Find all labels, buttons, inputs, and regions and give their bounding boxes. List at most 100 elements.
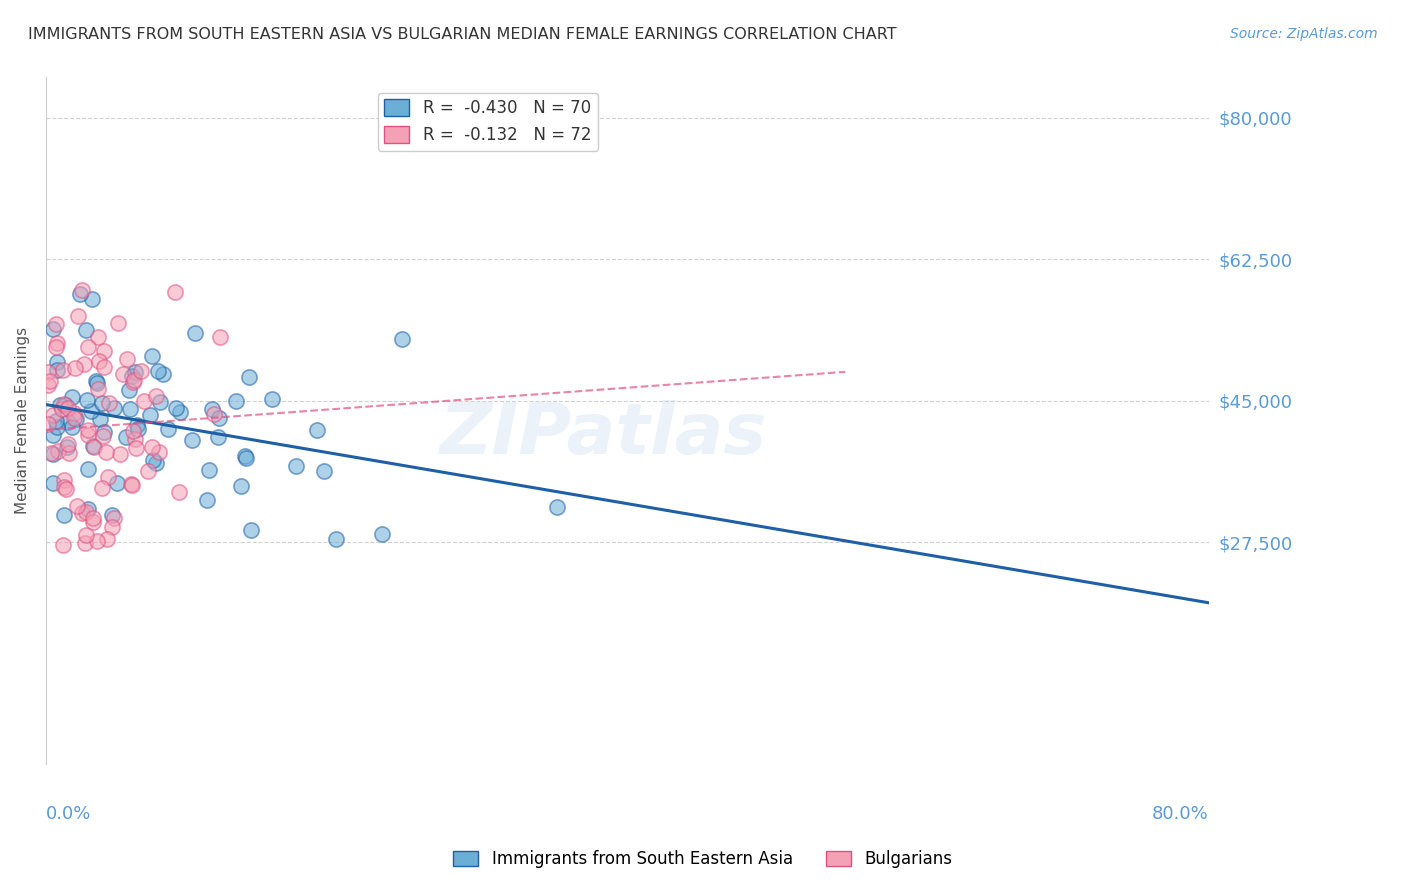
Point xyxy=(183,326,205,341)
Point xyxy=(145,456,167,470)
Point xyxy=(145,389,167,403)
Point xyxy=(53,479,76,493)
Point xyxy=(82,439,104,453)
Point xyxy=(87,353,110,368)
Point xyxy=(198,462,221,476)
Point xyxy=(45,340,67,354)
Point xyxy=(285,459,308,474)
Point xyxy=(56,437,79,451)
Point xyxy=(45,318,67,332)
Point xyxy=(107,316,129,330)
Point xyxy=(73,357,96,371)
Point xyxy=(146,363,169,377)
Point xyxy=(58,401,80,415)
Point xyxy=(39,446,62,460)
Point xyxy=(152,368,174,382)
Point xyxy=(46,336,69,351)
Point xyxy=(53,474,76,488)
Point xyxy=(37,378,59,392)
Point xyxy=(46,363,69,377)
Point xyxy=(93,343,115,358)
Point xyxy=(165,401,187,415)
Point xyxy=(52,538,75,552)
Point xyxy=(202,407,225,421)
Point xyxy=(45,414,67,428)
Point xyxy=(52,362,75,376)
Point xyxy=(80,292,103,306)
Point xyxy=(157,422,180,436)
Point xyxy=(238,370,260,384)
Point xyxy=(240,523,263,537)
Point xyxy=(103,401,125,415)
Point xyxy=(52,397,75,411)
Point xyxy=(195,492,218,507)
Point xyxy=(233,449,256,463)
Point xyxy=(63,361,86,376)
Point xyxy=(60,419,83,434)
Point xyxy=(125,417,148,432)
Point xyxy=(96,532,118,546)
Point xyxy=(76,423,98,437)
Point xyxy=(82,511,104,525)
Point xyxy=(89,411,111,425)
Point xyxy=(108,447,131,461)
Point xyxy=(70,283,93,297)
Text: IMMIGRANTS FROM SOUTH EASTERN ASIA VS BULGARIAN MEDIAN FEMALE EARNINGS CORRELATI: IMMIGRANTS FROM SOUTH EASTERN ASIA VS BU… xyxy=(28,27,897,42)
Point xyxy=(122,424,145,438)
Point xyxy=(141,350,163,364)
Point xyxy=(42,322,65,336)
Point xyxy=(79,403,101,417)
Point xyxy=(229,479,252,493)
Point xyxy=(60,390,83,404)
Point xyxy=(207,429,229,443)
Point xyxy=(101,520,124,534)
Point xyxy=(65,499,87,513)
Point xyxy=(148,445,170,459)
Point xyxy=(86,375,108,389)
Point xyxy=(37,417,59,432)
Point xyxy=(201,402,224,417)
Point xyxy=(37,365,59,379)
Point xyxy=(208,330,231,344)
Point xyxy=(75,323,97,337)
Point xyxy=(86,533,108,548)
Point xyxy=(115,352,138,367)
Point xyxy=(118,401,141,416)
Point xyxy=(46,420,69,434)
Point xyxy=(49,398,72,412)
Point xyxy=(169,405,191,419)
Point xyxy=(124,433,146,447)
Point xyxy=(45,355,67,369)
Point xyxy=(93,425,115,439)
Point xyxy=(56,415,79,429)
Point xyxy=(118,383,141,397)
Legend: R =  -0.430   N = 70, R =  -0.132   N = 72: R = -0.430 N = 70, R = -0.132 N = 72 xyxy=(378,93,598,151)
Point xyxy=(260,392,283,406)
Point xyxy=(121,369,143,384)
Point xyxy=(42,428,65,442)
Point xyxy=(53,398,76,412)
Point xyxy=(58,446,80,460)
Point xyxy=(391,332,413,346)
Point xyxy=(86,376,108,391)
Point xyxy=(56,441,79,455)
Point xyxy=(51,401,73,416)
Point xyxy=(167,484,190,499)
Point xyxy=(225,393,247,408)
Point xyxy=(65,411,87,425)
Point xyxy=(75,528,97,542)
Point xyxy=(121,478,143,492)
Point xyxy=(96,445,118,459)
Point xyxy=(546,500,568,515)
Y-axis label: Median Female Earnings: Median Female Earnings xyxy=(15,327,30,515)
Point xyxy=(98,396,121,410)
Point xyxy=(370,527,392,541)
Point xyxy=(138,408,160,422)
Point xyxy=(86,330,108,344)
Point xyxy=(42,475,65,490)
Point xyxy=(142,453,165,467)
Point xyxy=(82,516,104,530)
Point xyxy=(91,396,114,410)
Point xyxy=(91,429,114,443)
Point xyxy=(235,450,257,465)
